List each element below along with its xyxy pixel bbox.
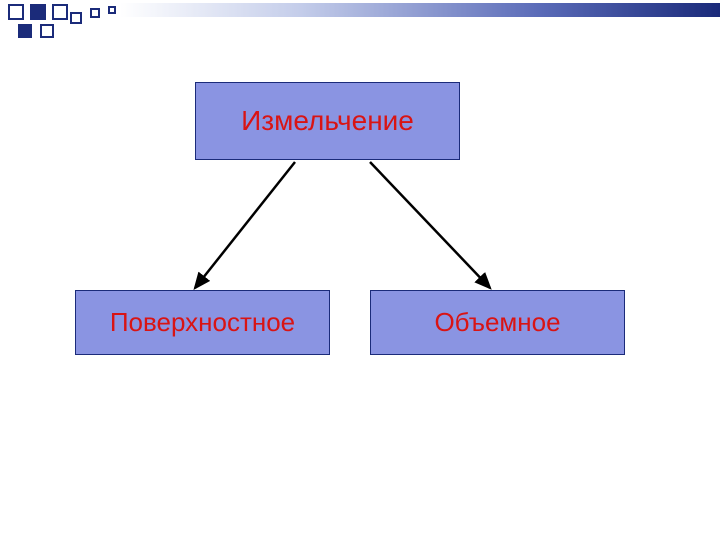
decor-square-4 (40, 24, 54, 38)
node-right-label: Объемное (434, 307, 560, 338)
decor-square-1 (30, 4, 46, 20)
node-left-label: Поверхностное (110, 307, 295, 338)
decor-square-3 (18, 24, 32, 38)
decor-square-5 (70, 12, 82, 24)
decor-square-7 (108, 6, 116, 14)
node-left: Поверхностное (75, 290, 330, 355)
decor-square-0 (8, 4, 24, 20)
node-right: Объемное (370, 290, 625, 355)
header-decor (0, 0, 720, 44)
node-root-label: Измельчение (241, 105, 414, 137)
edge-root-left (195, 162, 295, 288)
edge-root-right (370, 162, 490, 288)
header-gradient (120, 3, 720, 17)
edges-layer (0, 0, 720, 540)
decor-square-2 (52, 4, 68, 20)
decor-square-6 (90, 8, 100, 18)
node-root: Измельчение (195, 82, 460, 160)
